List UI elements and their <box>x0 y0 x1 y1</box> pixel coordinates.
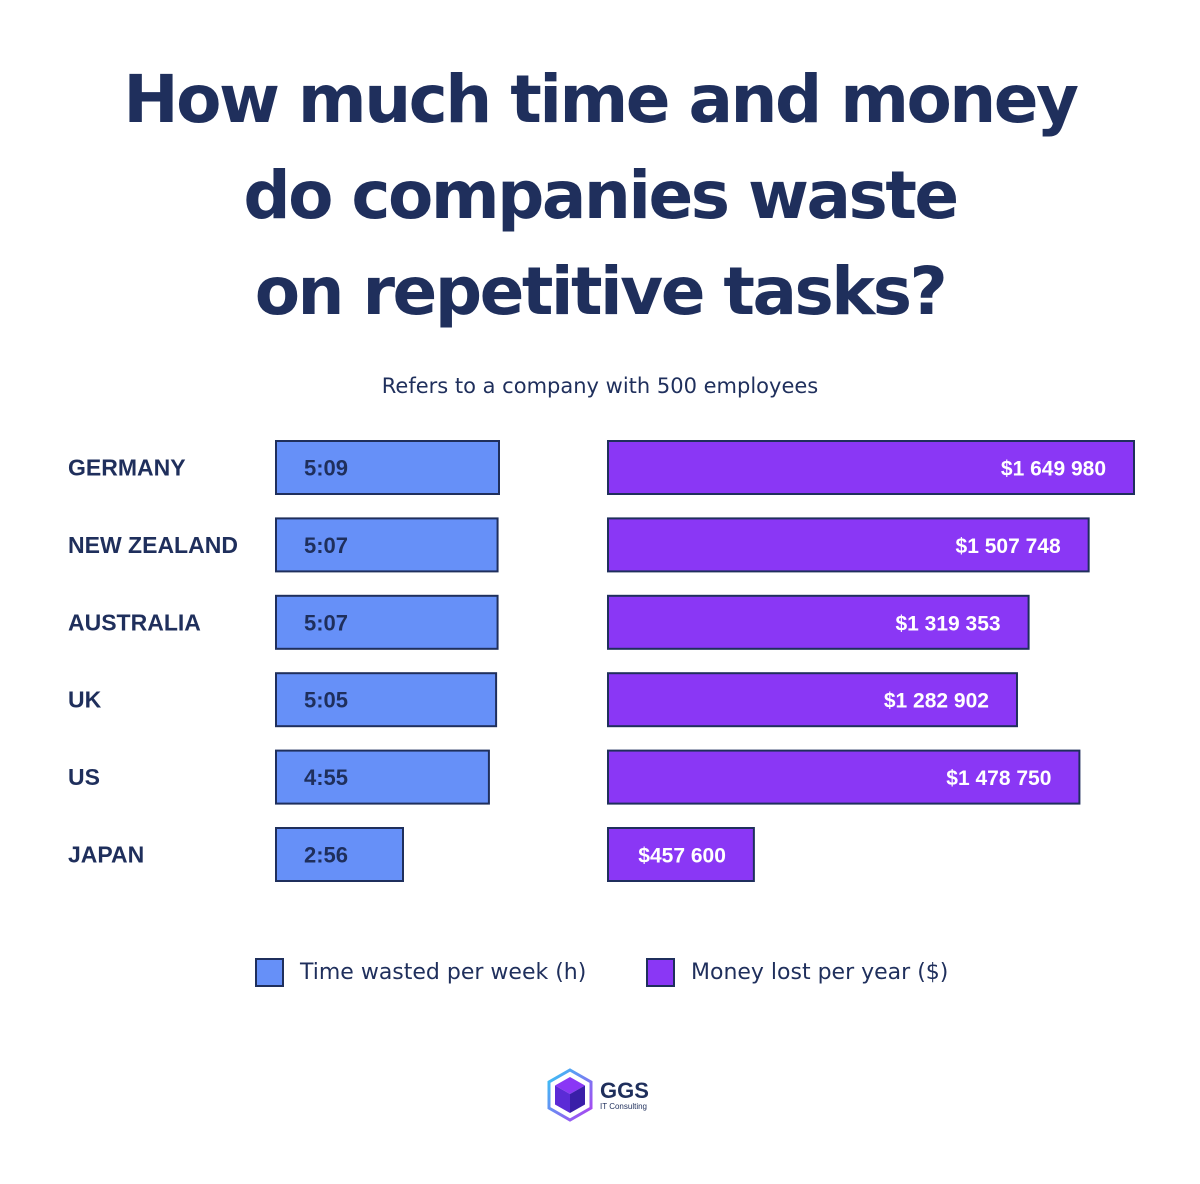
money-bar-new-zealand <box>607 517 1090 573</box>
logo-name: GGS <box>600 1077 649 1103</box>
cube-icon <box>547 1068 593 1122</box>
time-bar-australia <box>275 594 499 650</box>
time-bar-japan <box>275 827 405 882</box>
money-value-germany: $1 649 980 <box>1001 458 1106 481</box>
ggs-logo: GGS IT Consulting <box>546 1068 649 1122</box>
time-bar-new-zealand <box>275 517 499 573</box>
country-label-uk: UK <box>68 687 102 713</box>
money-bar-japan <box>607 827 755 882</box>
legend-swatch-time <box>255 958 284 987</box>
chart-subtitle: Refers to a company with 500 employees <box>381 374 819 398</box>
money-value-australia: $1 319 353 <box>895 612 1000 635</box>
time-value-uk: 5:05 <box>304 688 348 713</box>
legend-item-time: Time wasted per week (h) <box>255 958 586 987</box>
time-bar-germany <box>275 440 500 495</box>
chart-title: How much time and money do companies was… <box>0 52 1200 340</box>
legend-swatch-money <box>646 958 675 987</box>
time-bar-us <box>275 749 490 805</box>
money-value-japan: $457 600 <box>638 845 726 868</box>
legend-item-money: Money lost per year ($) <box>646 958 948 987</box>
country-label-germany: GERMANY <box>68 455 186 481</box>
legend-label-time: Time wasted per week (h) <box>300 960 587 985</box>
money-value-new-zealand: $1 507 748 <box>956 535 1061 558</box>
time-bar-uk <box>275 672 498 728</box>
time-value-japan: 2:56 <box>304 843 348 868</box>
money-bar-us <box>607 749 1081 805</box>
title-line-3: on repetitive tasks? <box>254 253 948 330</box>
country-label-new-zealand: NEW ZEALAND <box>68 532 238 558</box>
money-value-us: $1 478 750 <box>946 767 1051 790</box>
country-label-australia: AUSTRALIA <box>68 609 201 635</box>
money-bar-germany <box>607 440 1135 495</box>
legend-label-money: Money lost per year ($) <box>691 960 949 985</box>
time-value-us: 4:55 <box>304 765 348 790</box>
money-bar-uk <box>607 672 1018 728</box>
money-bar-australia <box>607 594 1030 650</box>
logo-subtitle: IT Consulting <box>600 1101 647 1111</box>
time-value-new-zealand: 5:07 <box>304 533 348 558</box>
time-value-australia: 5:07 <box>304 610 348 635</box>
country-label-japan: JAPAN <box>68 842 144 868</box>
country-label-us: US <box>68 764 100 790</box>
time-value-germany: 5:09 <box>304 456 348 481</box>
money-value-uk: $1 282 902 <box>884 690 989 713</box>
title-line-2: do companies waste <box>243 157 959 234</box>
title-line-1: How much time and money <box>123 61 1079 138</box>
